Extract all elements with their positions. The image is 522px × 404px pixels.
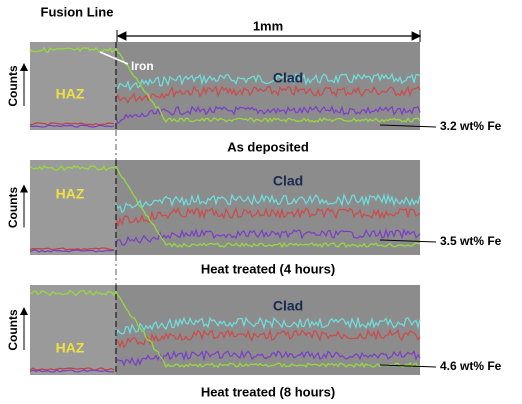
eds-trace (115, 349, 421, 367)
caption: As deposited (227, 139, 309, 154)
iron-label: Iron (131, 59, 154, 73)
eds-trace (115, 192, 421, 214)
haz-label: HAZ (56, 340, 85, 356)
eds-trace (29, 247, 115, 251)
eds-trace (115, 206, 421, 227)
eds-trace (115, 228, 421, 247)
eds-trace (29, 367, 115, 371)
eds-trace (115, 328, 421, 349)
scale-label: 1mm (253, 18, 283, 33)
eds-trace (115, 105, 421, 125)
fusion-line-label: Fusion Line (41, 4, 114, 19)
clad-label: Clad (273, 298, 303, 314)
clad-label: Clad (273, 70, 303, 86)
eds-trace (115, 316, 421, 336)
counts-label: Counts (6, 187, 20, 229)
haz-label: HAZ (56, 186, 85, 202)
haz-region (30, 42, 116, 130)
caption: Heat treated (8 hours) (201, 384, 335, 399)
fe-label: 3.2 wt% Fe (440, 119, 502, 133)
eds-trace (115, 84, 421, 104)
haz-region (30, 160, 116, 255)
eds-trace (29, 289, 421, 369)
eds-trace (29, 165, 421, 249)
iron-pointer (99, 51, 129, 65)
fe-pointer (379, 364, 437, 368)
eds-trace (29, 249, 115, 253)
eds-trace (29, 122, 115, 126)
fe-label: 3.5 wt% Fe (440, 234, 502, 248)
fe-label: 4.6 wt% Fe (440, 359, 502, 373)
counts-label: Counts (6, 309, 20, 351)
eds-trace (29, 369, 115, 373)
eds-trace (29, 46, 421, 124)
haz-label: HAZ (56, 86, 85, 102)
eds-trace (115, 72, 421, 92)
fe-pointer (379, 239, 437, 243)
caption: Heat treated (4 hours) (201, 261, 335, 276)
haz-region (30, 285, 116, 375)
fe-pointer (379, 124, 437, 128)
eds-trace (29, 124, 115, 128)
counts-label: Counts (6, 65, 20, 107)
clad-label: Clad (273, 173, 303, 189)
